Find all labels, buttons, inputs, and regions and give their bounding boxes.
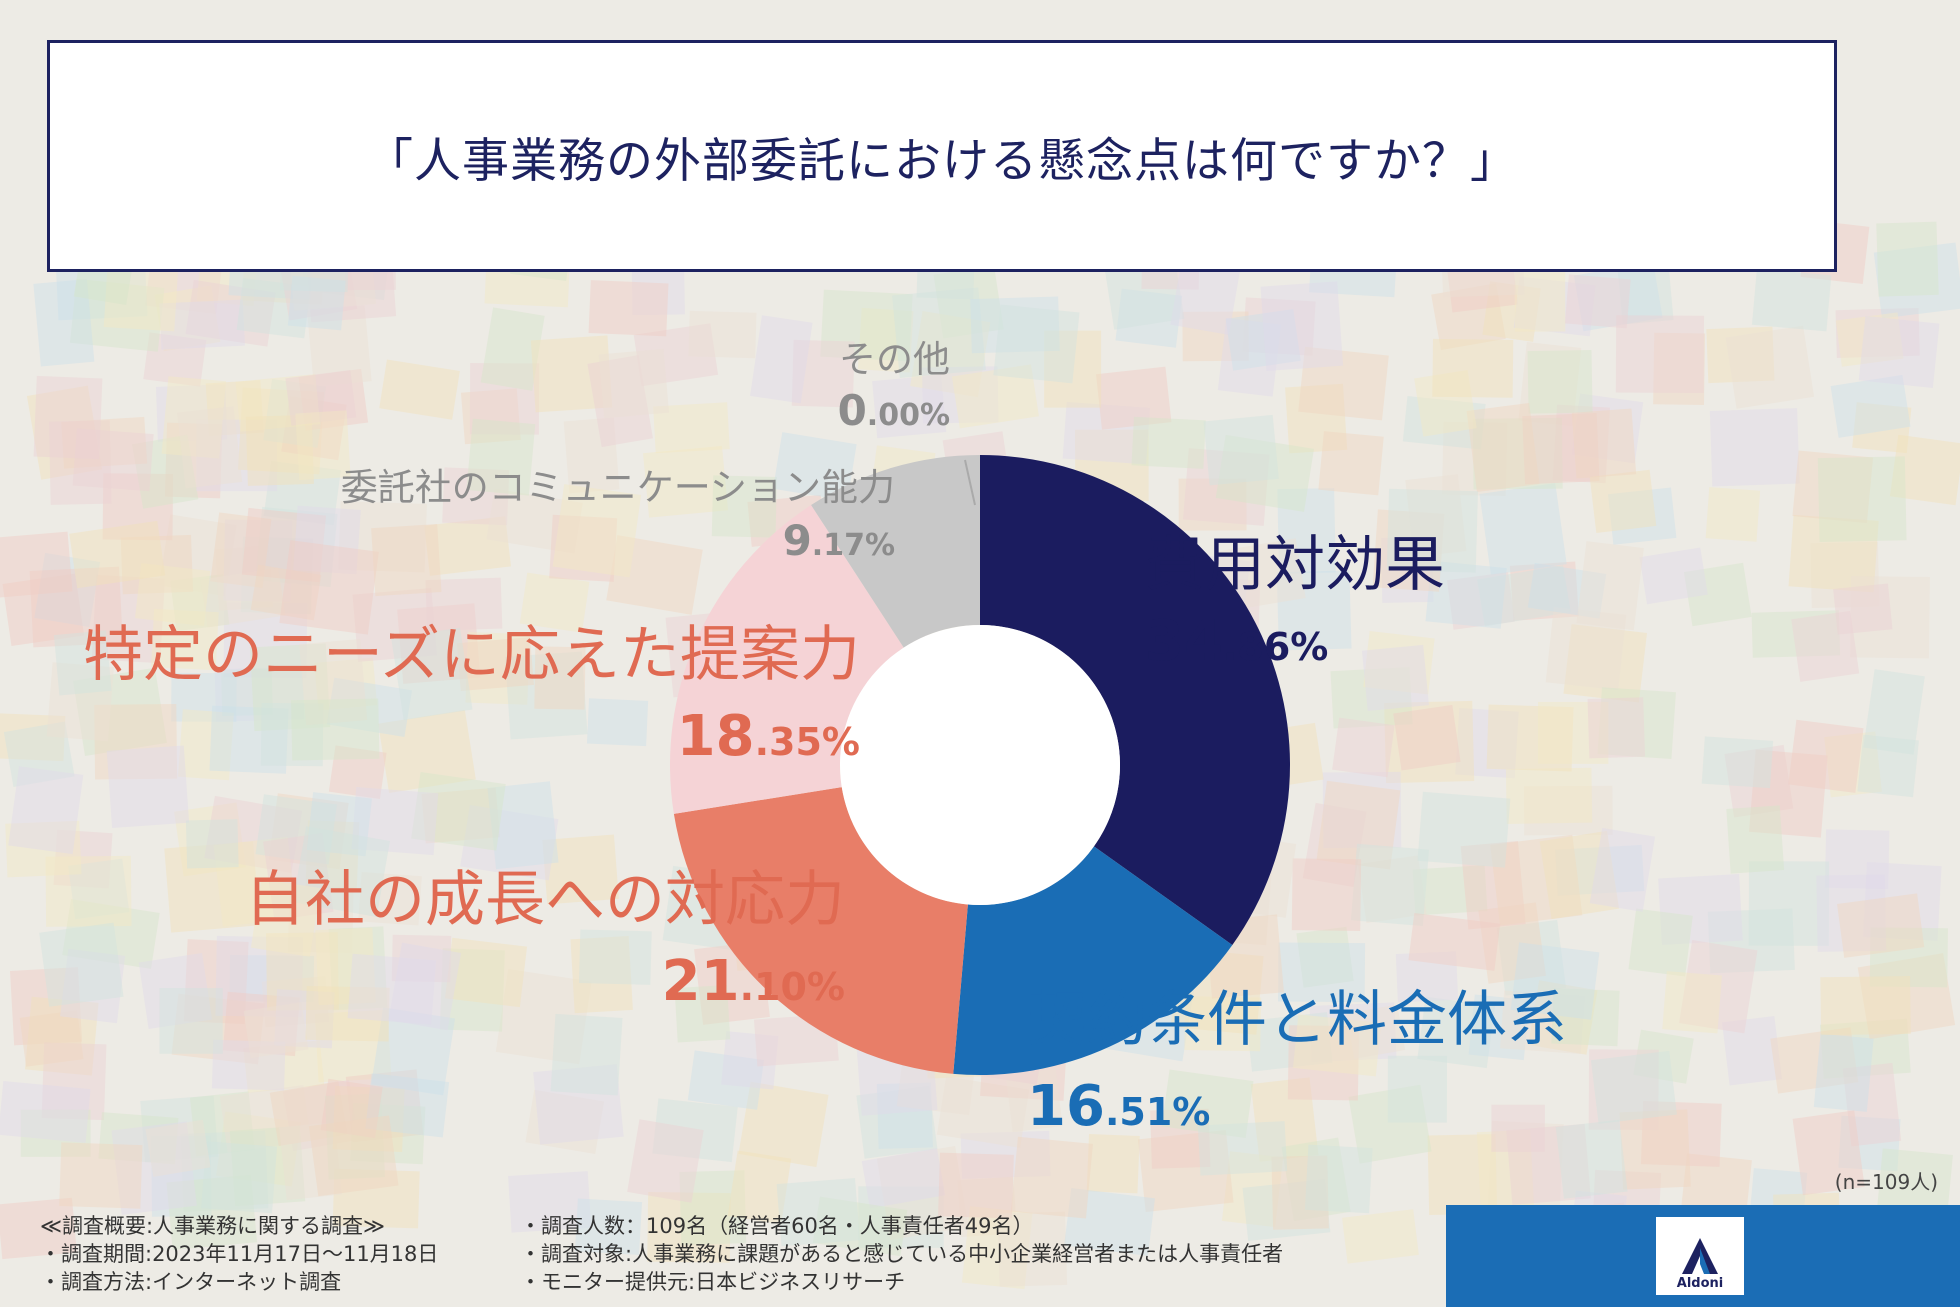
survey-summary-left: ≪調査概要:人事業務に関する調査≫ ・調査期間:2023年11月17日〜11月1…	[40, 1212, 438, 1296]
slice-percent-0: 34.86%	[1145, 609, 1328, 674]
donut-slice-2	[673, 787, 968, 1074]
slice-label-2: 自社の成長への対応力	[245, 865, 845, 935]
footnote-line: ・調査期間:2023年11月17日〜11月18日	[40, 1242, 439, 1266]
footnote-line: ・モニター提供元:日本ビジネスリサーチ	[520, 1270, 906, 1294]
slice-label-3: 特定のニーズに応えた提案力	[83, 620, 860, 690]
donut-slice-4	[811, 455, 980, 648]
leader-line-other	[964, 459, 976, 506]
slice-label-0: 費用対効果	[1145, 530, 1445, 600]
title-box: 「人事業務の外部委託における懸念点は何ですか？」	[47, 40, 1837, 272]
brand-name: Aldoni	[1676, 1276, 1724, 1291]
footnote-line: ≪調査概要:人事業務に関する調査≫	[40, 1214, 386, 1238]
slice-percent-4: 9.17%	[783, 516, 895, 565]
slice-percent-3: 18.35%	[677, 704, 860, 769]
donut-slice-1	[953, 846, 1233, 1076]
slice-percent-5: 0.00%	[838, 386, 950, 435]
brand-logo: Aldoni	[1656, 1217, 1744, 1295]
footnote-line: ・調査人数：109名（経営者60名・人事責任者49名）	[520, 1214, 1034, 1238]
aldoni-logo-icon	[1682, 1238, 1718, 1274]
donut-hole	[840, 625, 1120, 905]
sample-size-label: (n=109人)	[1834, 1170, 1938, 1194]
slice-label-1: 契約条件と料金体系	[1027, 985, 1567, 1055]
slice-percent-2: 21.10%	[662, 949, 845, 1014]
survey-summary-right: ・調査人数：109名（経営者60名・人事責任者49名） ・調査対象:人事業務に課…	[520, 1212, 1283, 1296]
chart-title: 「人事業務の外部委託における懸念点は何ですか？」	[366, 133, 1518, 189]
footnote-line: ・調査対象:人事業務に課題があると感じている中小企業経営者または人事責任者	[520, 1242, 1284, 1266]
donut-slice-3	[669, 505, 904, 814]
slice-percent-1: 16.51%	[1027, 1074, 1210, 1139]
slice-label-5: その他	[839, 338, 950, 381]
footnote-line: ・調査方法:インターネット調査	[40, 1270, 342, 1294]
donut-slice-0	[980, 455, 1290, 946]
slice-label-4: 委託社のコミュニケーション能力	[341, 466, 895, 509]
